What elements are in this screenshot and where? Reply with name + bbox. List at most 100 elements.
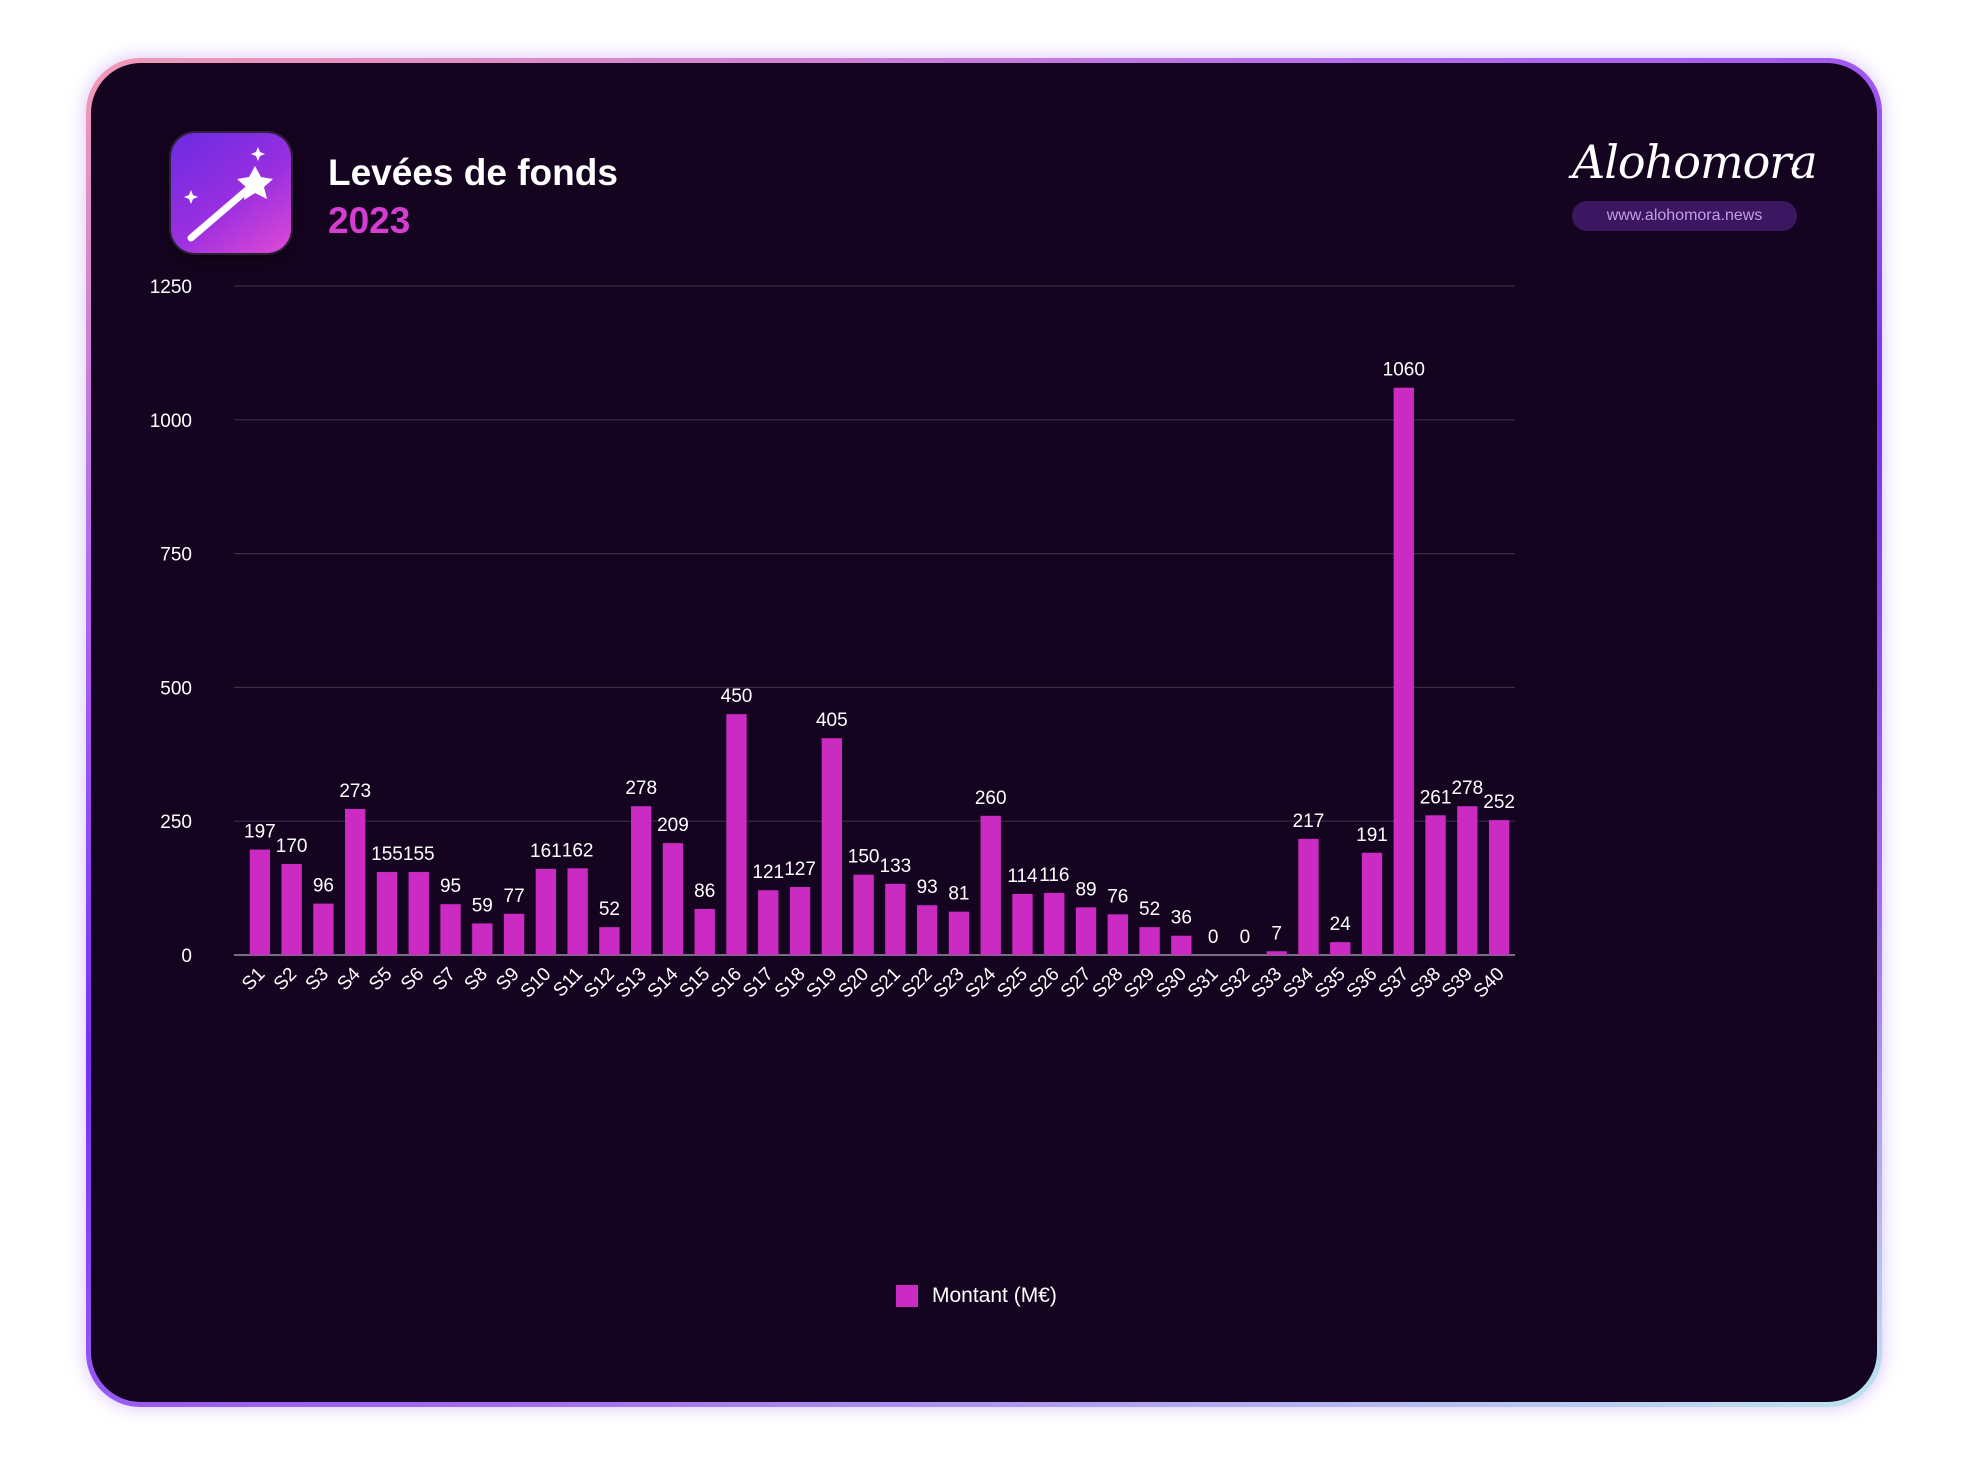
bar [1361,852,1383,955]
chart-year: 2023 [328,200,411,241]
data-label: 191 [1356,825,1388,846]
bar [1266,951,1287,955]
x-tick-label: S1 [238,964,269,995]
legend-label: Montant (M€) [932,1284,1057,1307]
data-label: 93 [917,877,938,898]
x-tick-label: S30 [1152,964,1191,1003]
data-label: 150 [848,847,880,868]
data-label: 116 [1039,865,1069,886]
x-tick-label: S7 [429,964,460,995]
bar [885,883,906,955]
y-tick-label: 750 [160,545,192,566]
bar [726,714,747,955]
y-tick-label: 250 [160,812,192,833]
bar [1139,927,1160,955]
x-tick-label: S15 [676,964,715,1003]
data-label: 59 [472,895,493,916]
bar [1457,806,1478,955]
chart-title: Levées de fonds [328,152,618,193]
y-tick-label: 1000 [150,411,192,432]
data-label: 96 [313,876,334,897]
data-label: 76 [1107,886,1128,907]
data-label: 162 [562,840,594,861]
bar [503,913,525,955]
bar [1044,892,1065,955]
bar-chart: 025050075010001250197S1170S296S3273S4155… [150,277,1515,1003]
x-tick-label: S23 [930,964,969,1003]
bar [313,903,334,955]
data-label: 81 [948,884,969,905]
data-label: 217 [1293,811,1325,832]
data-label: 7 [1271,923,1282,944]
bar [631,806,652,955]
bar [758,890,779,955]
brand-url[interactable]: www.alohomora.news [1572,201,1797,231]
x-tick-label: S32 [1216,964,1255,1003]
x-tick-label: S31 [1184,964,1223,1003]
bar [1107,914,1128,955]
data-label: 278 [1451,778,1483,799]
data-label: 260 [975,788,1007,809]
data-label: 161 [530,841,562,862]
x-tick-label: S21 [866,964,905,1003]
x-tick-label: S10 [517,964,556,1003]
x-tick-label: S29 [1120,964,1159,1003]
data-label: 197 [244,822,276,843]
data-label: 278 [625,778,657,799]
bar [535,868,557,955]
bar [1012,893,1033,955]
brand-block: Alohomora ✦ www.alohomora.news [1572,133,1818,231]
data-label: 95 [440,876,461,897]
data-label: 24 [1330,914,1352,935]
brand-logo: Alohomora ✦ [1572,133,1818,191]
bar [1330,942,1351,955]
data-label: 273 [339,781,371,802]
chart-card: Levées de fonds 2023 Alohomora ✦ www.alo… [91,63,1877,1402]
x-tick-label: S17 [739,964,778,1003]
x-tick-label: S18 [771,964,810,1003]
data-label: 1060 [1383,360,1425,381]
bar [1393,387,1414,955]
x-tick-label: S25 [993,964,1032,1003]
bar [1171,935,1192,955]
x-tick-label: S34 [1279,963,1318,1002]
x-tick-label: S37 [1375,964,1414,1003]
x-tick-label: S2 [270,964,301,995]
bar [789,887,811,955]
data-label: 405 [816,710,848,731]
y-tick-label: 0 [181,946,192,967]
bar [916,905,938,955]
x-tick-label: S11 [549,964,587,1002]
bar [1425,815,1446,955]
bar [980,815,1001,955]
x-tick-label: S33 [1247,964,1286,1003]
data-label: 0 [1208,927,1219,948]
bar [249,849,271,955]
x-tick-label: S14 [644,963,683,1002]
title-block: Levées de fonds 2023 [328,151,618,243]
data-label: 52 [1139,899,1160,920]
bar [599,927,620,955]
bar [948,911,970,955]
bar [408,872,429,955]
x-tick-label: S3 [302,964,333,995]
data-label: 89 [1075,879,1096,900]
data-label: 252 [1483,792,1515,813]
x-tick-label: S39 [1438,964,1477,1003]
data-label: 52 [599,899,620,920]
data-label: 36 [1171,908,1192,929]
x-tick-label: S40 [1470,964,1509,1003]
magic-wand-icon [184,147,273,242]
x-tick-label: S16 [707,964,746,1003]
bar [853,874,874,955]
bar [821,738,843,955]
x-tick-label: S19 [803,964,842,1003]
data-label: 77 [504,886,525,907]
bar [345,808,366,955]
data-label: 114 [1007,866,1038,887]
app-logo [171,133,291,253]
data-label: 450 [721,686,753,707]
data-label: 121 [752,862,784,883]
data-label: 155 [371,844,403,865]
x-tick-label: S35 [1311,964,1350,1003]
